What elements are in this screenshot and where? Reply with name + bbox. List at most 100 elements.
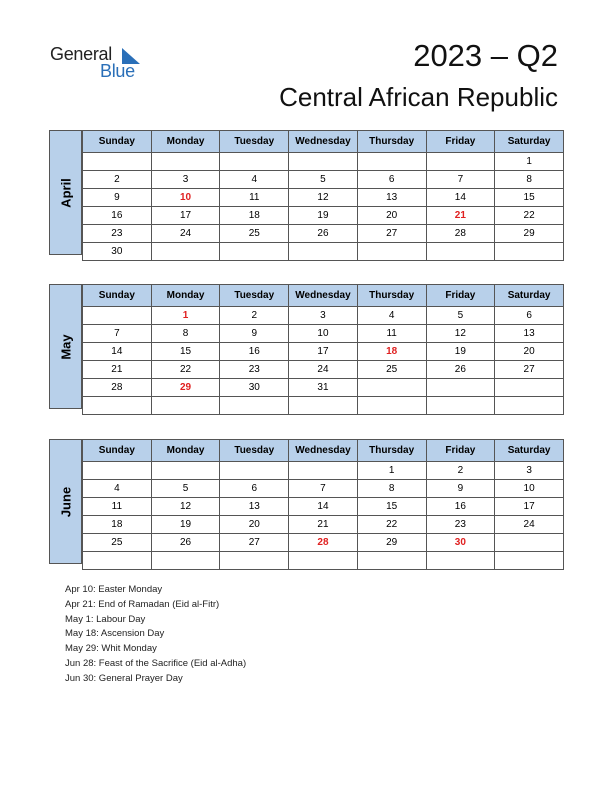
weekday-header: Thursday xyxy=(356,130,427,153)
day-cell: 7 xyxy=(82,324,152,343)
day-cell xyxy=(150,461,221,480)
day-cell: 5 xyxy=(425,306,496,325)
weekday-header: Sunday xyxy=(82,284,152,307)
day-cell: 1 xyxy=(150,306,221,325)
day-cell: 20 xyxy=(494,342,564,361)
holiday-note: Apr 21: End of Ramadan (Eid al-Fitr) xyxy=(65,598,220,610)
month-grid: Sunday Monday Tuesday Wednesday Thursday Frid… xyxy=(82,439,564,570)
logo-triangle-icon xyxy=(122,48,140,64)
day-cell: 17 xyxy=(288,342,358,361)
day-cell: 1 xyxy=(494,152,564,171)
holiday-note: May 29: Whit Monday xyxy=(65,643,157,655)
day-cell: 20 xyxy=(356,206,427,225)
weekday-header-row: Sunday Monday Tuesday Wednesday Thursday Frid… xyxy=(82,284,564,307)
day-cell: 18 xyxy=(82,515,152,534)
month-calendar-1: May Sunday Monday Tuesday Wednesday Thursday F… xyxy=(49,284,564,415)
day-cell: 3 xyxy=(150,170,221,189)
weekday-header: Sunday xyxy=(82,130,152,153)
day-cell: 17 xyxy=(494,497,564,516)
weekday-header: Sunday xyxy=(82,439,152,462)
day-cell: 25 xyxy=(219,224,290,243)
weekday-header: Friday xyxy=(425,284,496,307)
day-cell: 19 xyxy=(288,206,358,225)
day-cell: 2 xyxy=(82,170,152,189)
day-cell: 19 xyxy=(425,342,496,361)
day-cell xyxy=(219,551,290,570)
day-cell: 8 xyxy=(150,324,221,343)
day-cell: 3 xyxy=(494,461,564,480)
weekday-header: Friday xyxy=(425,439,496,462)
logo-general-text: General xyxy=(50,44,112,64)
day-cell: 20 xyxy=(219,515,290,534)
day-cell: 16 xyxy=(425,497,496,516)
day-cell: 23 xyxy=(425,515,496,534)
weekday-header: Monday xyxy=(150,439,221,462)
day-cell: 22 xyxy=(150,360,221,379)
month-calendar-2: June Sunday Monday Tuesday Wednesday Thursday… xyxy=(49,439,564,570)
day-cell: 29 xyxy=(150,378,221,397)
holiday-note: May 18: Ascension Day xyxy=(65,628,165,640)
day-cell: 13 xyxy=(219,497,290,516)
week-row: 1 xyxy=(82,152,564,171)
day-cell: 7 xyxy=(288,479,358,498)
weekday-header: Friday xyxy=(425,130,496,153)
day-cell xyxy=(219,396,290,415)
day-cell: 27 xyxy=(356,224,427,243)
day-cell: 24 xyxy=(494,515,564,534)
logo: General Blue xyxy=(50,44,150,84)
day-cell xyxy=(150,152,221,171)
day-cell: 28 xyxy=(425,224,496,243)
weekday-header: Thursday xyxy=(356,439,427,462)
day-cell: 23 xyxy=(219,360,290,379)
weekday-header: Thursday xyxy=(356,284,427,307)
weekday-header: Wednesday xyxy=(288,439,358,462)
day-cell xyxy=(288,152,358,171)
day-cell: 6 xyxy=(494,306,564,325)
day-cell xyxy=(494,533,564,552)
day-cell: 2 xyxy=(219,306,290,325)
day-cell xyxy=(425,378,496,397)
week-row: 14 15 16 17 18 19 20 xyxy=(82,342,564,361)
day-cell: 4 xyxy=(82,479,152,498)
day-cell: 28 xyxy=(82,378,152,397)
day-cell xyxy=(356,378,427,397)
day-cell: 28 xyxy=(288,533,358,552)
day-cell: 21 xyxy=(288,515,358,534)
day-cell xyxy=(82,306,152,325)
month-label-cell: April xyxy=(49,130,82,255)
day-cell: 6 xyxy=(356,170,427,189)
day-cell xyxy=(425,242,496,261)
day-cell xyxy=(356,152,427,171)
weekday-header: Saturday xyxy=(494,284,564,307)
day-cell: 18 xyxy=(356,342,427,361)
holiday-note: Jun 28: Feast of the Sacrifice (Eid al-A… xyxy=(65,657,247,669)
day-cell: 14 xyxy=(82,342,152,361)
day-cell: 4 xyxy=(356,306,427,325)
day-cell xyxy=(150,396,221,415)
month-name: May xyxy=(58,333,73,360)
day-cell: 26 xyxy=(425,360,496,379)
weekday-header: Wednesday xyxy=(288,284,358,307)
day-cell: 25 xyxy=(82,533,152,552)
week-row: 11 12 13 14 15 16 17 xyxy=(82,497,564,516)
day-cell xyxy=(356,551,427,570)
day-cell: 9 xyxy=(219,324,290,343)
day-cell: 10 xyxy=(494,479,564,498)
week-row: 23 24 25 26 27 28 29 xyxy=(82,224,564,243)
weekday-header: Saturday xyxy=(494,439,564,462)
day-cell: 24 xyxy=(150,224,221,243)
day-cell: 8 xyxy=(494,170,564,189)
day-cell xyxy=(82,461,152,480)
weekday-header: Tuesday xyxy=(219,130,290,153)
day-cell: 23 xyxy=(82,224,152,243)
day-cell: 9 xyxy=(82,188,152,207)
week-row: 4 5 6 7 8 9 10 xyxy=(82,479,564,498)
day-cell: 1 xyxy=(356,461,427,480)
day-cell: 25 xyxy=(356,360,427,379)
month-label-cell: May xyxy=(49,284,82,409)
day-cell: 14 xyxy=(425,188,496,207)
day-cell xyxy=(494,242,564,261)
day-cell: 7 xyxy=(425,170,496,189)
